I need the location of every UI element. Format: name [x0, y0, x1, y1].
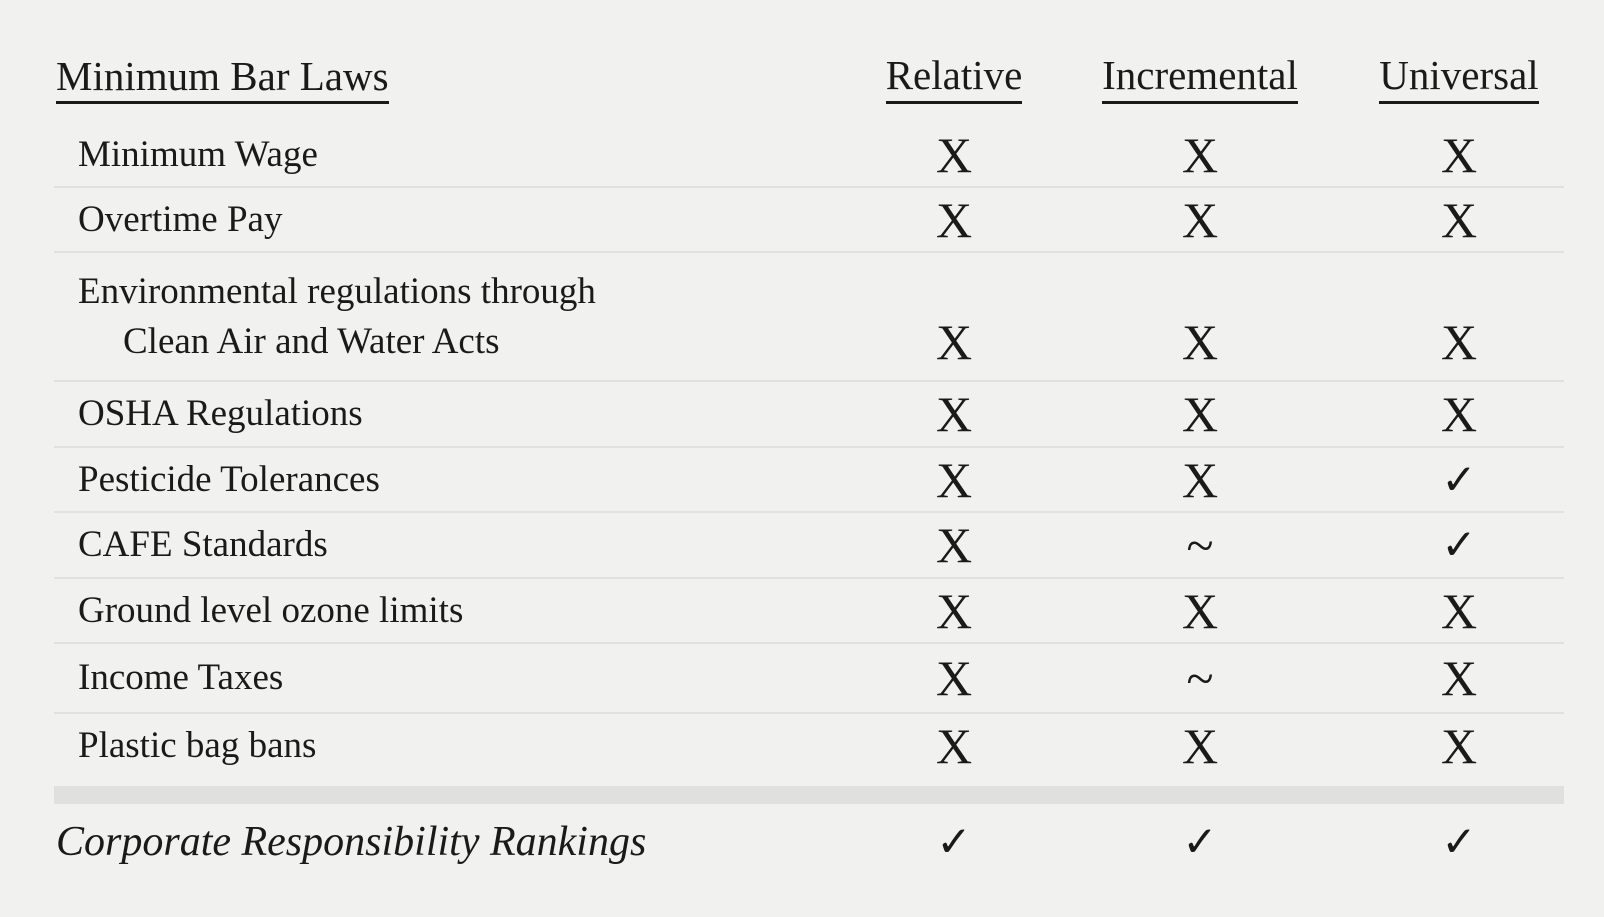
column-header-relative-cell: Relative	[830, 47, 1078, 104]
mark-universal: X	[1440, 717, 1478, 774]
row-label: Ground level ozone limits	[78, 589, 464, 631]
table-row-osha-regulations: OSHA Regulations X X X	[0, 381, 1604, 448]
mark-incremental: ✓	[1182, 817, 1218, 866]
table-row-overtime-pay: Overtime Pay X X X	[0, 187, 1604, 253]
table-row-cafe-standards: CAFE Standards X ~ ✓	[0, 512, 1604, 579]
table-header-row: Minimum Bar Laws Relative Incremental Un…	[0, 0, 1604, 122]
mark-incremental: X	[1181, 717, 1219, 774]
table-row-plastic-bag-bans: Plastic bag bans X X X	[0, 713, 1604, 778]
mark-incremental: X	[1181, 582, 1219, 639]
mark-relative: X	[935, 126, 973, 183]
row-label: CAFE Standards	[78, 524, 328, 565]
spacer	[0, 778, 1604, 786]
mark-universal: ✓	[1441, 520, 1477, 569]
mark-relative: X	[935, 314, 973, 370]
separator-band	[54, 786, 1564, 804]
mark-incremental: X	[1181, 314, 1219, 370]
mark-universal: X	[1440, 126, 1478, 183]
mark-relative: X	[935, 191, 973, 248]
mark-incremental: ~	[1186, 650, 1214, 706]
mark-incremental: ~	[1186, 517, 1214, 573]
mark-universal: ✓	[1441, 454, 1477, 504]
row-label-line1: Environmental regulations through	[78, 271, 596, 312]
mark-universal: ✓	[1441, 817, 1477, 866]
column-header-incremental-cell: Incremental	[1078, 47, 1322, 104]
column-header-relative: Relative	[885, 52, 1023, 104]
mark-relative: X	[935, 517, 973, 573]
mark-relative: X	[935, 451, 973, 508]
row-label-line2: Clean Air and Water Acts	[123, 321, 500, 362]
mark-incremental: X	[1181, 126, 1219, 183]
mark-relative: X	[935, 717, 973, 774]
column-header-incremental: Incremental	[1102, 52, 1298, 104]
mark-universal: X	[1440, 191, 1478, 248]
table-title: Minimum Bar Laws	[56, 53, 389, 104]
mark-relative: X	[935, 386, 973, 442]
row-label: Environmental regulations through Clean …	[0, 267, 830, 367]
table-row-pesticide-tolerances: Pesticide Tolerances X X ✓	[0, 447, 1604, 513]
mark-relative: X	[935, 650, 973, 706]
table-row-income-taxes: Income Taxes X ~ X	[0, 643, 1604, 714]
mark-incremental: X	[1181, 191, 1219, 248]
mark-universal: X	[1440, 314, 1478, 370]
row-label: Minimum Wage	[78, 133, 318, 175]
table-row-minimum-wage: Minimum Wage X X X	[0, 122, 1604, 188]
row-label: Plastic bag bans	[78, 724, 317, 766]
mark-incremental: X	[1181, 451, 1219, 508]
table-row-environmental-regulations: Environmental regulations through Clean …	[0, 252, 1604, 382]
mark-universal: X	[1440, 650, 1478, 706]
row-label: Income Taxes	[78, 657, 284, 698]
column-header-universal: Universal	[1379, 52, 1539, 104]
mark-relative: ✓	[936, 817, 972, 866]
mark-universal: X	[1440, 386, 1478, 442]
table-row-ground-level-ozone: Ground level ozone limits X X X	[0, 578, 1604, 644]
row-label: OSHA Regulations	[78, 393, 363, 434]
table-title-cell: Minimum Bar Laws	[0, 53, 830, 104]
row-label: Pesticide Tolerances	[78, 458, 380, 500]
minimum-bar-laws-table: Minimum Bar Laws Relative Incremental Un…	[0, 0, 1604, 866]
row-label: Overtime Pay	[78, 198, 283, 240]
table-footer-row-corporate-responsibility: Corporate Responsibility Rankings ✓ ✓ ✓	[0, 804, 1604, 917]
mark-relative: X	[935, 582, 973, 639]
mark-universal: X	[1440, 582, 1478, 639]
footer-label: Corporate Responsibility Rankings	[56, 819, 647, 865]
mark-incremental: X	[1181, 386, 1219, 442]
column-header-universal-cell: Universal	[1322, 47, 1596, 104]
